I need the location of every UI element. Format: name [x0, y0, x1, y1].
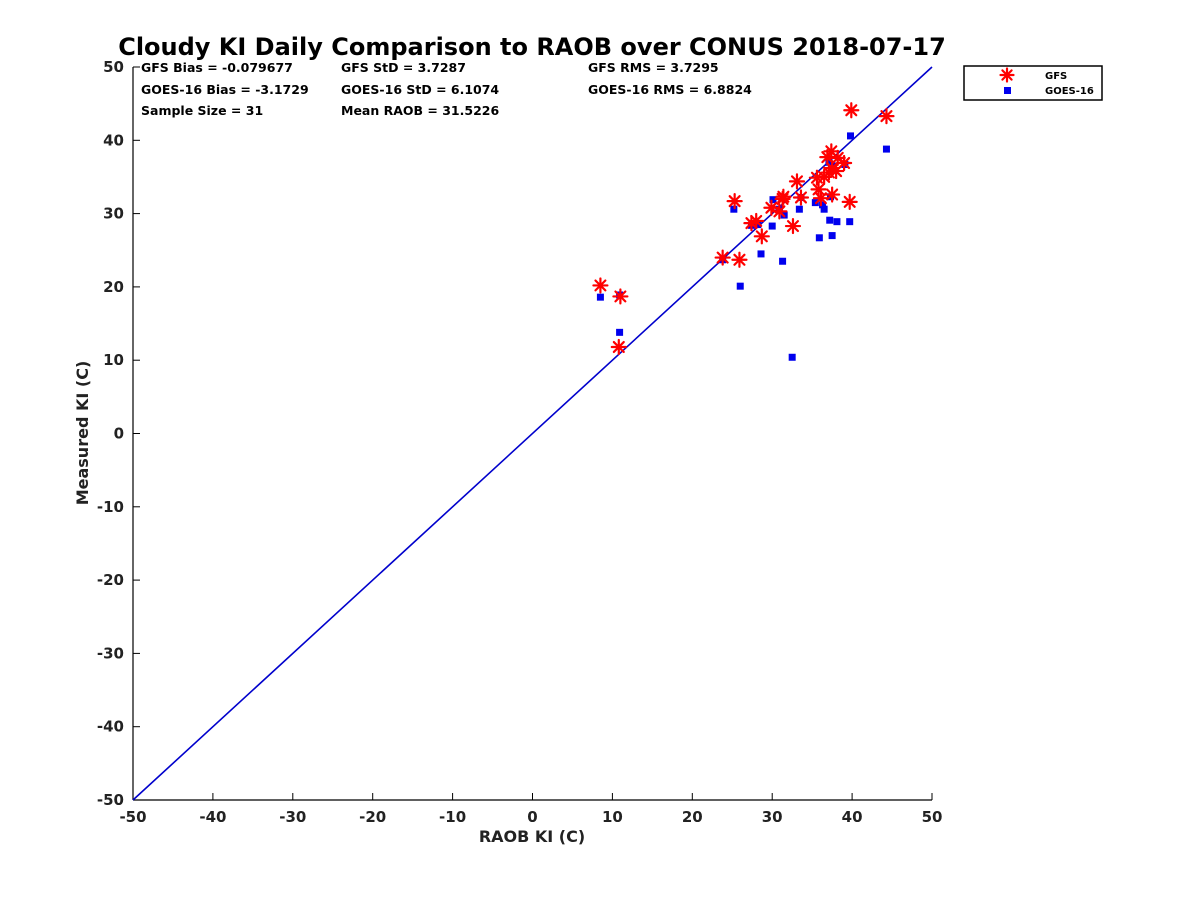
y-tick-label: 10: [103, 351, 124, 369]
stat-gfs-bias: GFS Bias = -0.079677: [141, 60, 293, 75]
one-to-one-line: [132, 66, 933, 801]
stat-gfs-std: GFS StD = 3.7287: [341, 60, 466, 75]
y-tick-label: 30: [103, 205, 124, 223]
gfs-point: [841, 193, 858, 210]
stat-goes-std: GOES-16 StD = 6.1074: [341, 82, 499, 97]
gfs-point: [726, 193, 743, 210]
goes16-point: [819, 201, 827, 209]
gfs-point: [731, 251, 748, 268]
gfs-point: [714, 249, 731, 266]
goes16-point: [730, 205, 738, 213]
x-tick-label: 30: [762, 808, 783, 826]
gfs-point: [836, 154, 853, 172]
y-tick-label: -40: [97, 718, 124, 736]
y-tick-label: -30: [97, 644, 124, 662]
x-tick-label: -50: [119, 808, 146, 826]
legend-goes-square-icon: [1004, 87, 1011, 94]
gfs-point: [763, 199, 780, 216]
y-tick-label: -50: [97, 791, 124, 809]
legend-gfs-asterisk-icon: [999, 67, 1015, 83]
goes16-point: [828, 232, 836, 240]
gfs-point: [771, 203, 788, 220]
stat-gfs-rms: GFS RMS = 3.7295: [588, 60, 719, 75]
goes16-point: [826, 216, 834, 224]
goes16-point: [768, 222, 776, 230]
stat-goes-rms: GOES-16 RMS = 6.8824: [588, 82, 752, 97]
goes16-point: [596, 293, 604, 301]
x-tick-label: -30: [279, 808, 306, 826]
x-axis-label: RAOB KI (C): [479, 827, 585, 846]
goes16-point: [736, 282, 744, 290]
x-tick-label: -40: [199, 808, 226, 826]
gfs-point: [784, 217, 802, 235]
goes16-point: [795, 205, 803, 213]
gfs-point: [878, 108, 895, 125]
stats-panel: GFS Bias = -0.079677 GFS StD = 3.7287 GF…: [141, 60, 752, 118]
gfs-point: [753, 228, 770, 245]
gfs-point: [812, 190, 830, 207]
gfs-point: [612, 288, 629, 305]
x-tick-label: 10: [602, 808, 623, 826]
y-tick-label: 50: [103, 58, 124, 76]
stat-goes-bias: GOES-16 Bias = -3.1729: [141, 82, 309, 97]
goes16-point: [815, 234, 823, 242]
x-tick-label: 20: [682, 808, 703, 826]
goes16-point: [788, 353, 796, 361]
goes16-point: [616, 328, 624, 336]
data-marks: [592, 102, 895, 361]
gfs-point: [788, 173, 806, 190]
x-tick-label: -20: [359, 808, 386, 826]
stat-mean-raob: Mean RAOB = 31.5226: [341, 103, 499, 118]
x-tick-label: 50: [922, 808, 943, 826]
gfs-point: [592, 277, 609, 294]
gfs-point: [775, 188, 792, 205]
legend-asterisk-mark: [999, 67, 1015, 83]
chart-title: Cloudy KI Daily Comparison to RAOB over …: [118, 33, 946, 61]
goes16-point: [769, 196, 777, 204]
y-tick-label: -10: [97, 498, 124, 516]
stat-sample-size: Sample Size = 31: [141, 103, 263, 118]
gfs-point: [824, 186, 841, 203]
goes16-point: [847, 132, 855, 140]
y-tick-label: 0: [114, 425, 124, 443]
legend: GFS GOES-16: [963, 65, 1103, 101]
gfs-point: [843, 102, 860, 119]
x-tick-label: 40: [842, 808, 863, 826]
goes16-point: [757, 250, 765, 258]
legend-box: [963, 65, 1103, 101]
goes16-point: [820, 205, 828, 213]
goes16-point: [833, 218, 841, 226]
gfs-point: [610, 338, 627, 356]
y-tick-label: 20: [103, 278, 124, 296]
goes16-point: [825, 158, 833, 166]
goes16-point: [779, 257, 787, 265]
y-tick-label: -20: [97, 571, 124, 589]
y-tick-label: 40: [103, 131, 124, 149]
axes: -50 -40 -30 -20 -10 0 10 20 30 40 50 -50 -40 -30 -20 -1…: [97, 58, 943, 826]
goes16-point: [846, 218, 854, 226]
x-tick-label: 0: [527, 808, 537, 826]
gfs-point: [748, 212, 765, 230]
y-axis-label: Measured KI (C): [73, 361, 92, 506]
gfs-point: [792, 189, 810, 206]
legend-label-gfs: GFS: [1045, 71, 1067, 82]
reference-line-group: [132, 66, 933, 801]
goes16-point: [754, 221, 762, 229]
legend-label-goes: GOES-16: [1045, 86, 1094, 97]
goes16-point: [882, 145, 890, 153]
x-tick-label: -10: [439, 808, 466, 826]
